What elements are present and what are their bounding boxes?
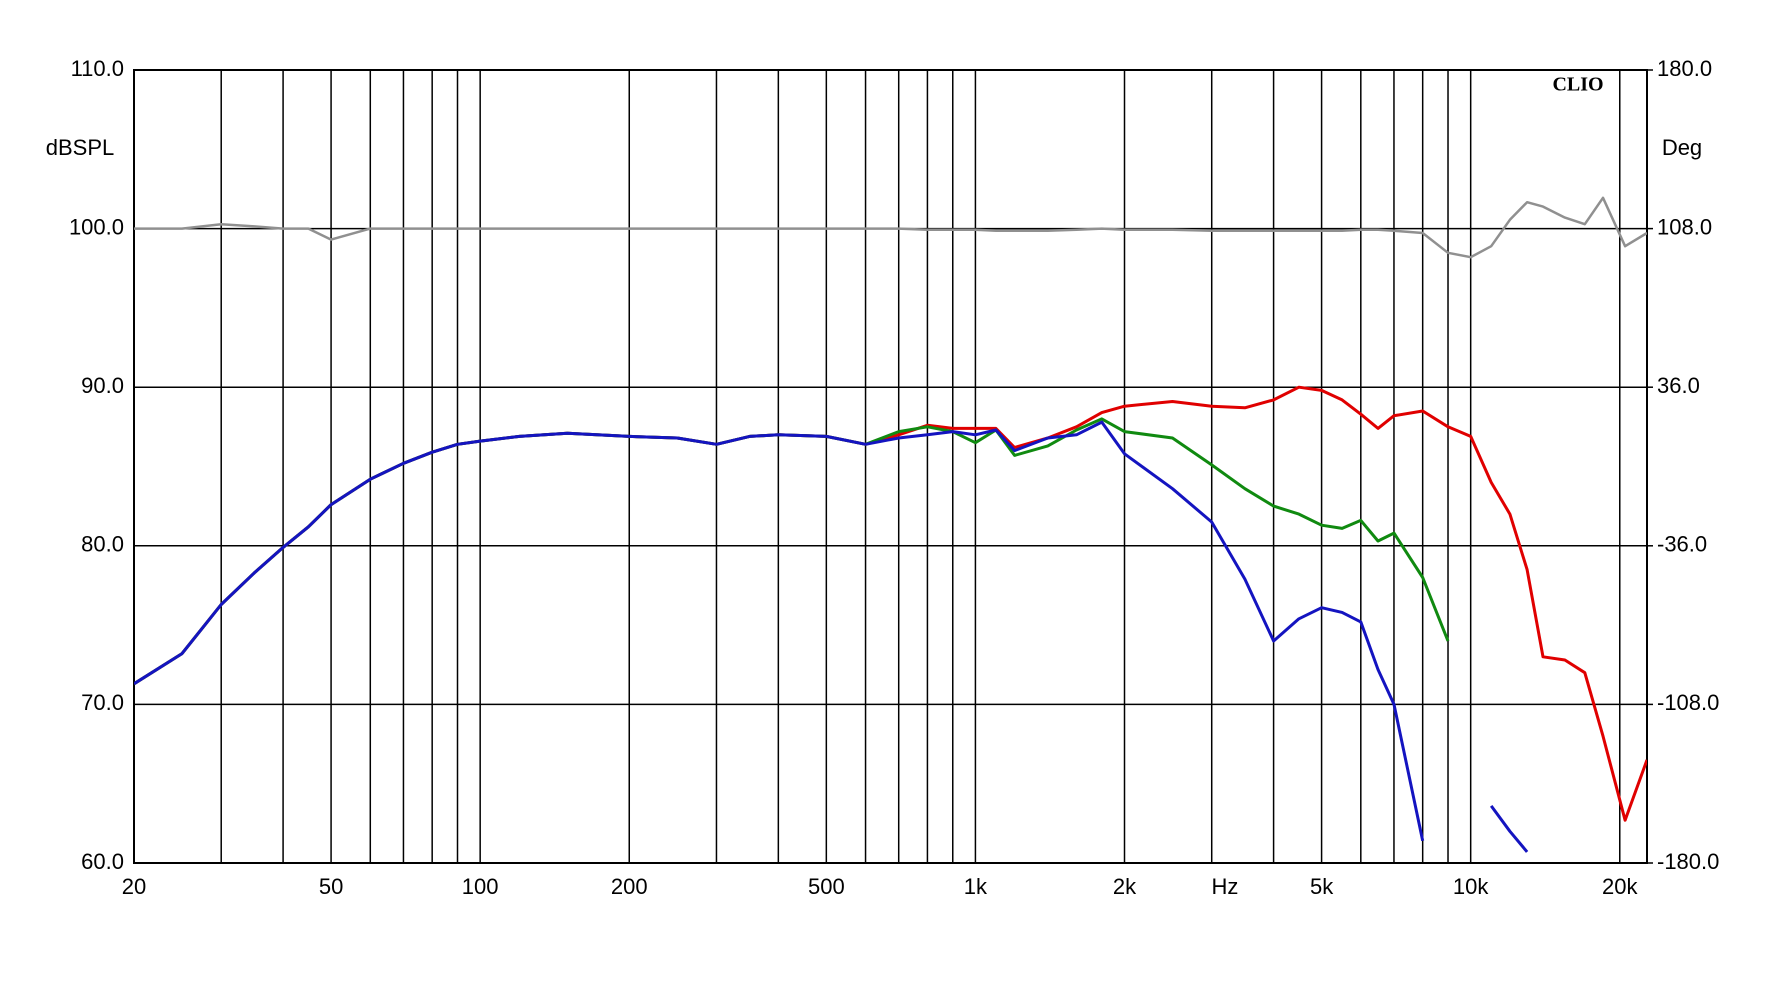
x-tick-label: 200	[611, 874, 648, 899]
y-tick-label: 110.0	[71, 56, 124, 81]
x-tick-label: 1k	[964, 874, 988, 899]
x-axis-label: Hz	[1212, 874, 1239, 899]
y2-tick-label: 180.0	[1657, 56, 1712, 81]
series-line	[134, 420, 1529, 853]
y2-axis-label: Deg	[1662, 135, 1702, 160]
y-tick-label: 60.0	[81, 849, 124, 874]
x-tick-label: 5k	[1310, 874, 1334, 899]
grid	[133, 69, 1647, 864]
x-tick-label: 20k	[1602, 874, 1638, 899]
plot-frame	[133, 69, 1648, 864]
y-tick-label: 90.0	[81, 373, 124, 398]
y2-tick-label: -108.0	[1657, 690, 1719, 715]
y2-tick-label: -36.0	[1657, 532, 1707, 557]
x-tick-label: 20	[122, 874, 146, 899]
y2-tick-label: -180.0	[1657, 849, 1719, 874]
x-tick-label: 100	[462, 874, 499, 899]
series-line	[134, 419, 1491, 768]
y2-tick-label: 36.0	[1657, 373, 1700, 398]
x-tick-label: 10k	[1453, 874, 1489, 899]
y-axis-label: dBSPL	[46, 135, 115, 160]
x-tick-label: 2k	[1113, 874, 1137, 899]
x-tick-label: 50	[319, 874, 343, 899]
y-tick-label: 80.0	[81, 532, 124, 557]
series-group	[134, 196, 1647, 853]
y-tick-label: 70.0	[81, 690, 124, 715]
x-tick-label: 500	[808, 874, 845, 899]
y2-tick-label: 108.0	[1657, 214, 1712, 239]
series-line	[134, 196, 1647, 259]
series-line	[134, 385, 1647, 822]
y-tick-label: 100.0	[69, 214, 124, 239]
annotation: CLIO	[1552, 74, 1603, 96]
